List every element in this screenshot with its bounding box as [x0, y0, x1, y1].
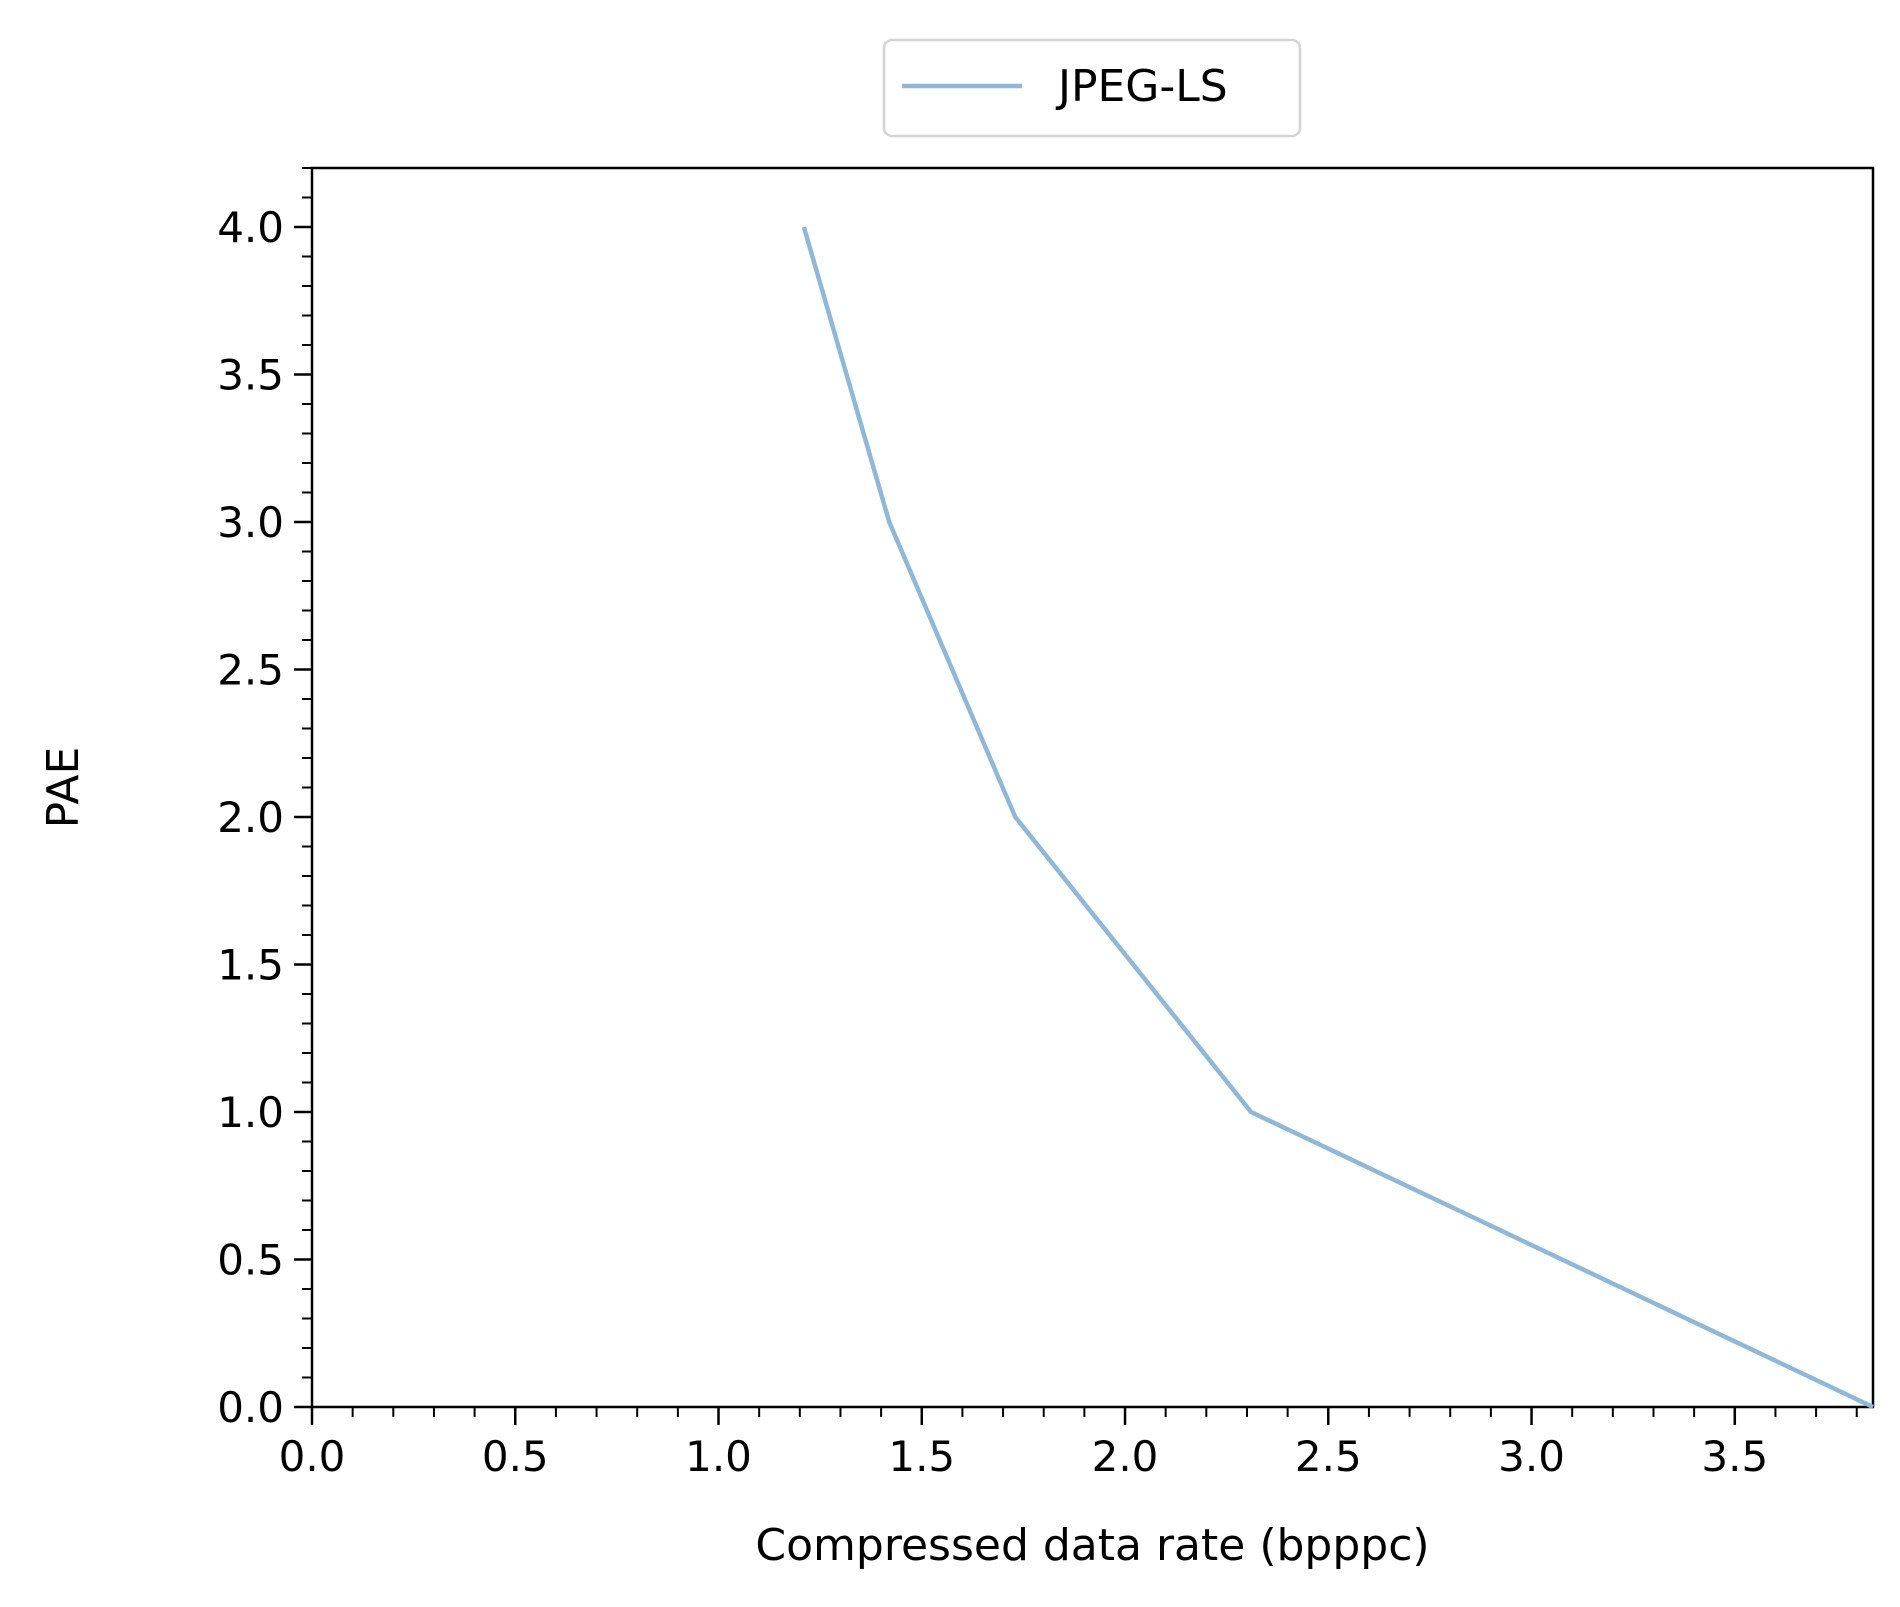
y-axis-label: PAE [38, 747, 89, 829]
y-tick-label: 4.0 [217, 203, 284, 252]
x-tick-label: 1.0 [685, 1432, 752, 1481]
series-layer [801, 226, 1874, 1410]
y-axis-ticks: 0.0 0.5 1.0 1.5 2.0 2.5 3.0 3.5 4.0 [217, 203, 312, 1432]
x-tick-label: 1.5 [888, 1432, 955, 1481]
legend-label-jpeg-ls: JPEG-LS [1055, 61, 1228, 112]
y-tick-label: 0.0 [217, 1383, 284, 1432]
y-tick-label: 0.5 [217, 1236, 284, 1285]
x-tick-label: 2.5 [1295, 1432, 1362, 1481]
y-tick-label: 2.0 [217, 793, 284, 842]
plot-area [310, 166, 1875, 1409]
x-minor-ticks [311, 1407, 1858, 1417]
legend-box [882, 38, 1302, 138]
legend: JPEG-LS [882, 38, 1302, 138]
x-axis-label: Compressed data rate (bpppc) [755, 1520, 1429, 1571]
x-tick-label: 0.5 [482, 1432, 549, 1481]
x-tick-label: 3.5 [1701, 1432, 1768, 1481]
x-axis-ticks: 0.0 0.5 1.0 1.5 2.0 2.5 3.0 3.5 [279, 1407, 1768, 1481]
x-tick-label: 2.0 [1092, 1432, 1159, 1481]
y-tick-label: 2.5 [217, 646, 284, 695]
x-tick-label: 0.0 [279, 1432, 346, 1481]
y-tick-label: 3.0 [217, 498, 284, 547]
plot-frame [310, 166, 1875, 1409]
y-tick-label: 1.5 [217, 941, 284, 990]
series-line-jpeg-ls [801, 226, 1874, 1410]
y-tick-label: 1.0 [217, 1088, 284, 1137]
y-minor-ticks [302, 167, 312, 1408]
x-tick-label: 3.0 [1498, 1432, 1565, 1481]
y-tick-label: 3.5 [217, 351, 284, 400]
